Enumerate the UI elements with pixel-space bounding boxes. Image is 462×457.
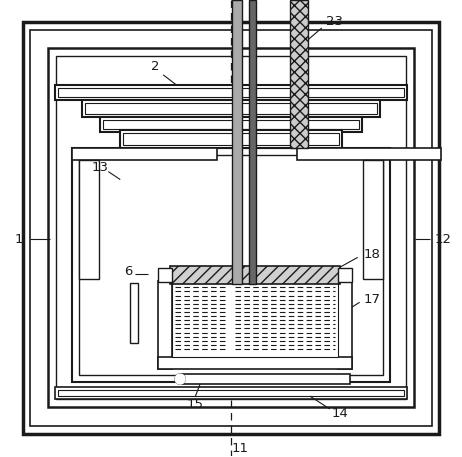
Bar [56, 56, 406, 399]
Bar [73, 148, 389, 382]
Bar [85, 103, 377, 114]
Ellipse shape [175, 374, 185, 384]
Bar [297, 148, 442, 159]
Bar [249, 0, 256, 284]
Bar [58, 88, 404, 97]
Bar [58, 390, 404, 396]
Text: 23: 23 [326, 16, 343, 28]
Bar [49, 48, 413, 407]
Bar [170, 266, 340, 284]
Text: 14: 14 [331, 408, 348, 420]
Bar [103, 120, 359, 129]
Bar [290, 0, 308, 148]
Bar [55, 85, 407, 100]
Bar [180, 374, 350, 384]
Bar [130, 283, 138, 343]
Text: 6: 6 [124, 265, 133, 278]
Bar [79, 154, 383, 375]
Bar [100, 117, 362, 132]
Bar [338, 282, 352, 369]
Text: 11: 11 [231, 442, 249, 456]
Bar [338, 268, 352, 282]
Text: 1: 1 [14, 233, 23, 246]
Bar [172, 283, 338, 357]
Bar [55, 387, 407, 399]
Text: 15: 15 [187, 398, 204, 410]
Text: 13: 13 [92, 161, 109, 174]
Bar [158, 268, 172, 282]
Bar [30, 30, 432, 426]
Bar [73, 148, 217, 159]
Bar [363, 159, 383, 279]
Bar [79, 159, 99, 279]
Text: 18: 18 [363, 248, 380, 261]
Bar [158, 357, 352, 369]
Bar [232, 0, 242, 284]
Bar [158, 282, 172, 369]
Bar [123, 133, 339, 145]
Bar [82, 100, 380, 117]
Text: 17: 17 [363, 293, 380, 306]
Bar [120, 130, 342, 148]
Text: 12: 12 [435, 233, 452, 246]
Ellipse shape [175, 374, 185, 384]
Text: 2: 2 [151, 60, 159, 73]
